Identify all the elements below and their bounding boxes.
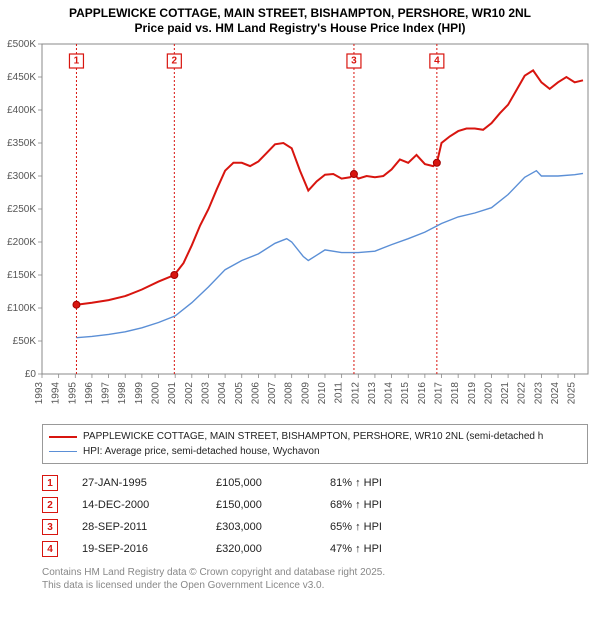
sales-row-hpi: 47% ↑ HPI [330,543,450,555]
sale-marker-number: 1 [74,56,80,67]
sales-row-hpi: 81% ↑ HPI [330,477,450,489]
y-tick-label: £500K [7,39,36,50]
x-tick-label: 2010 [317,382,328,405]
x-tick-label: 2000 [151,382,162,405]
legend-swatch [49,451,77,452]
x-tick-label: 2006 [250,382,261,405]
sales-row-marker: 4 [42,541,58,557]
y-tick-label: £250K [7,204,36,215]
sales-row: 2 14-DEC-2000 £150,000 68% ↑ HPI [42,494,588,516]
sales-row-date: 14-DEC-2000 [82,499,192,511]
legend-row: PAPPLEWICKE COTTAGE, MAIN STREET, BISHAM… [49,429,581,444]
x-tick-label: 1997 [101,382,112,405]
x-tick-label: 2025 [567,382,578,405]
y-tick-label: £450K [7,72,36,83]
legend-label: PAPPLEWICKE COTTAGE, MAIN STREET, BISHAM… [83,431,543,442]
sales-row-price: £105,000 [216,477,306,489]
x-tick-label: 2019 [467,382,478,405]
sales-row: 4 19-SEP-2016 £320,000 47% ↑ HPI [42,538,588,560]
sales-row-marker: 3 [42,519,58,535]
sale-marker-number: 3 [351,56,357,67]
plot-border [42,44,588,374]
x-tick-label: 1996 [84,382,95,405]
x-tick-label: 2007 [267,382,278,405]
x-tick-label: 1998 [117,382,128,405]
series-hpi [77,171,584,338]
sales-row-date: 28-SEP-2011 [82,521,192,533]
sale-dot [73,301,80,308]
y-tick-label: £100K [7,303,36,314]
sales-row-hpi: 65% ↑ HPI [330,521,450,533]
x-tick-label: 1994 [51,382,62,405]
title-line-1: PAPPLEWICKE COTTAGE, MAIN STREET, BISHAM… [8,6,592,21]
x-tick-label: 1999 [134,382,145,405]
x-tick-label: 2021 [500,382,511,405]
chart-container: PAPPLEWICKE COTTAGE, MAIN STREET, BISHAM… [0,0,600,592]
x-tick-label: 2009 [300,382,311,405]
x-tick-label: 2016 [417,382,428,405]
x-tick-label: 2001 [167,382,178,405]
x-tick-label: 2022 [517,382,528,405]
sale-marker-number: 2 [172,56,178,67]
x-tick-label: 2002 [184,382,195,405]
y-tick-label: £50K [13,336,37,347]
x-tick-label: 2005 [234,382,245,405]
x-tick-label: 2008 [284,382,295,405]
x-tick-label: 2011 [334,382,345,404]
sales-row-date: 19-SEP-2016 [82,543,192,555]
chart-svg: £0 £50K £100K £150K £200K £250K £300K £350K £400… [0,38,600,418]
chart: £0 £50K £100K £150K £200K £250K £300K £350K £400… [0,38,600,418]
sales-row-price: £150,000 [216,499,306,511]
x-tick-label: 2014 [384,382,395,405]
y-tick-label: £300K [7,171,36,182]
y-tick-label: £400K [7,105,36,116]
sale-marker-number: 4 [434,56,440,67]
x-tick-label: 2024 [550,382,561,405]
sale-dot [350,171,357,178]
y-tick-label: £150K [7,270,36,281]
title-block: PAPPLEWICKE COTTAGE, MAIN STREET, BISHAM… [0,0,600,38]
x-tick-label: 2015 [400,382,411,405]
y-tick-label: £0 [25,369,37,380]
sale-dot [171,272,178,279]
title-line-2: Price paid vs. HM Land Registry's House … [8,21,592,36]
sales-table: 1 27-JAN-1995 £105,000 81% ↑ HPI 2 14-DEC-200… [42,472,588,560]
sale-dot [433,159,440,166]
x-tick-label: 2004 [217,382,228,405]
x-tick-label: 2017 [434,382,445,405]
sales-row: 3 28-SEP-2011 £303,000 65% ↑ HPI [42,516,588,538]
sales-row-date: 27-JAN-1995 [82,477,192,489]
x-tick-label: 2013 [367,382,378,405]
sales-row-price: £303,000 [216,521,306,533]
x-tick-label: 1995 [67,382,78,405]
legend-swatch [49,436,77,438]
legend: PAPPLEWICKE COTTAGE, MAIN STREET, BISHAM… [42,424,588,464]
sales-row-marker: 2 [42,497,58,513]
x-tick-label: 2003 [200,382,211,405]
x-tick-label: 2012 [350,382,361,405]
y-tick-label: £200K [7,237,36,248]
x-tick-label: 2018 [450,382,461,405]
legend-label: HPI: Average price, semi-detached house,… [83,446,320,457]
series-property [77,70,584,304]
sales-row: 1 27-JAN-1995 £105,000 81% ↑ HPI [42,472,588,494]
x-tick-label: 2020 [483,382,494,405]
footnote: Contains HM Land Registry data © Crown c… [42,566,588,592]
y-tick-label: £350K [7,138,36,149]
x-tick-label: 2023 [533,382,544,405]
footnote-line-1: Contains HM Land Registry data © Crown c… [42,566,588,579]
sales-row-price: £320,000 [216,543,306,555]
footnote-line-2: This data is licensed under the Open Gov… [42,579,588,592]
sales-row-hpi: 68% ↑ HPI [330,499,450,511]
legend-row: HPI: Average price, semi-detached house,… [49,444,581,459]
x-tick-label: 1993 [34,382,45,405]
sales-row-marker: 1 [42,475,58,491]
